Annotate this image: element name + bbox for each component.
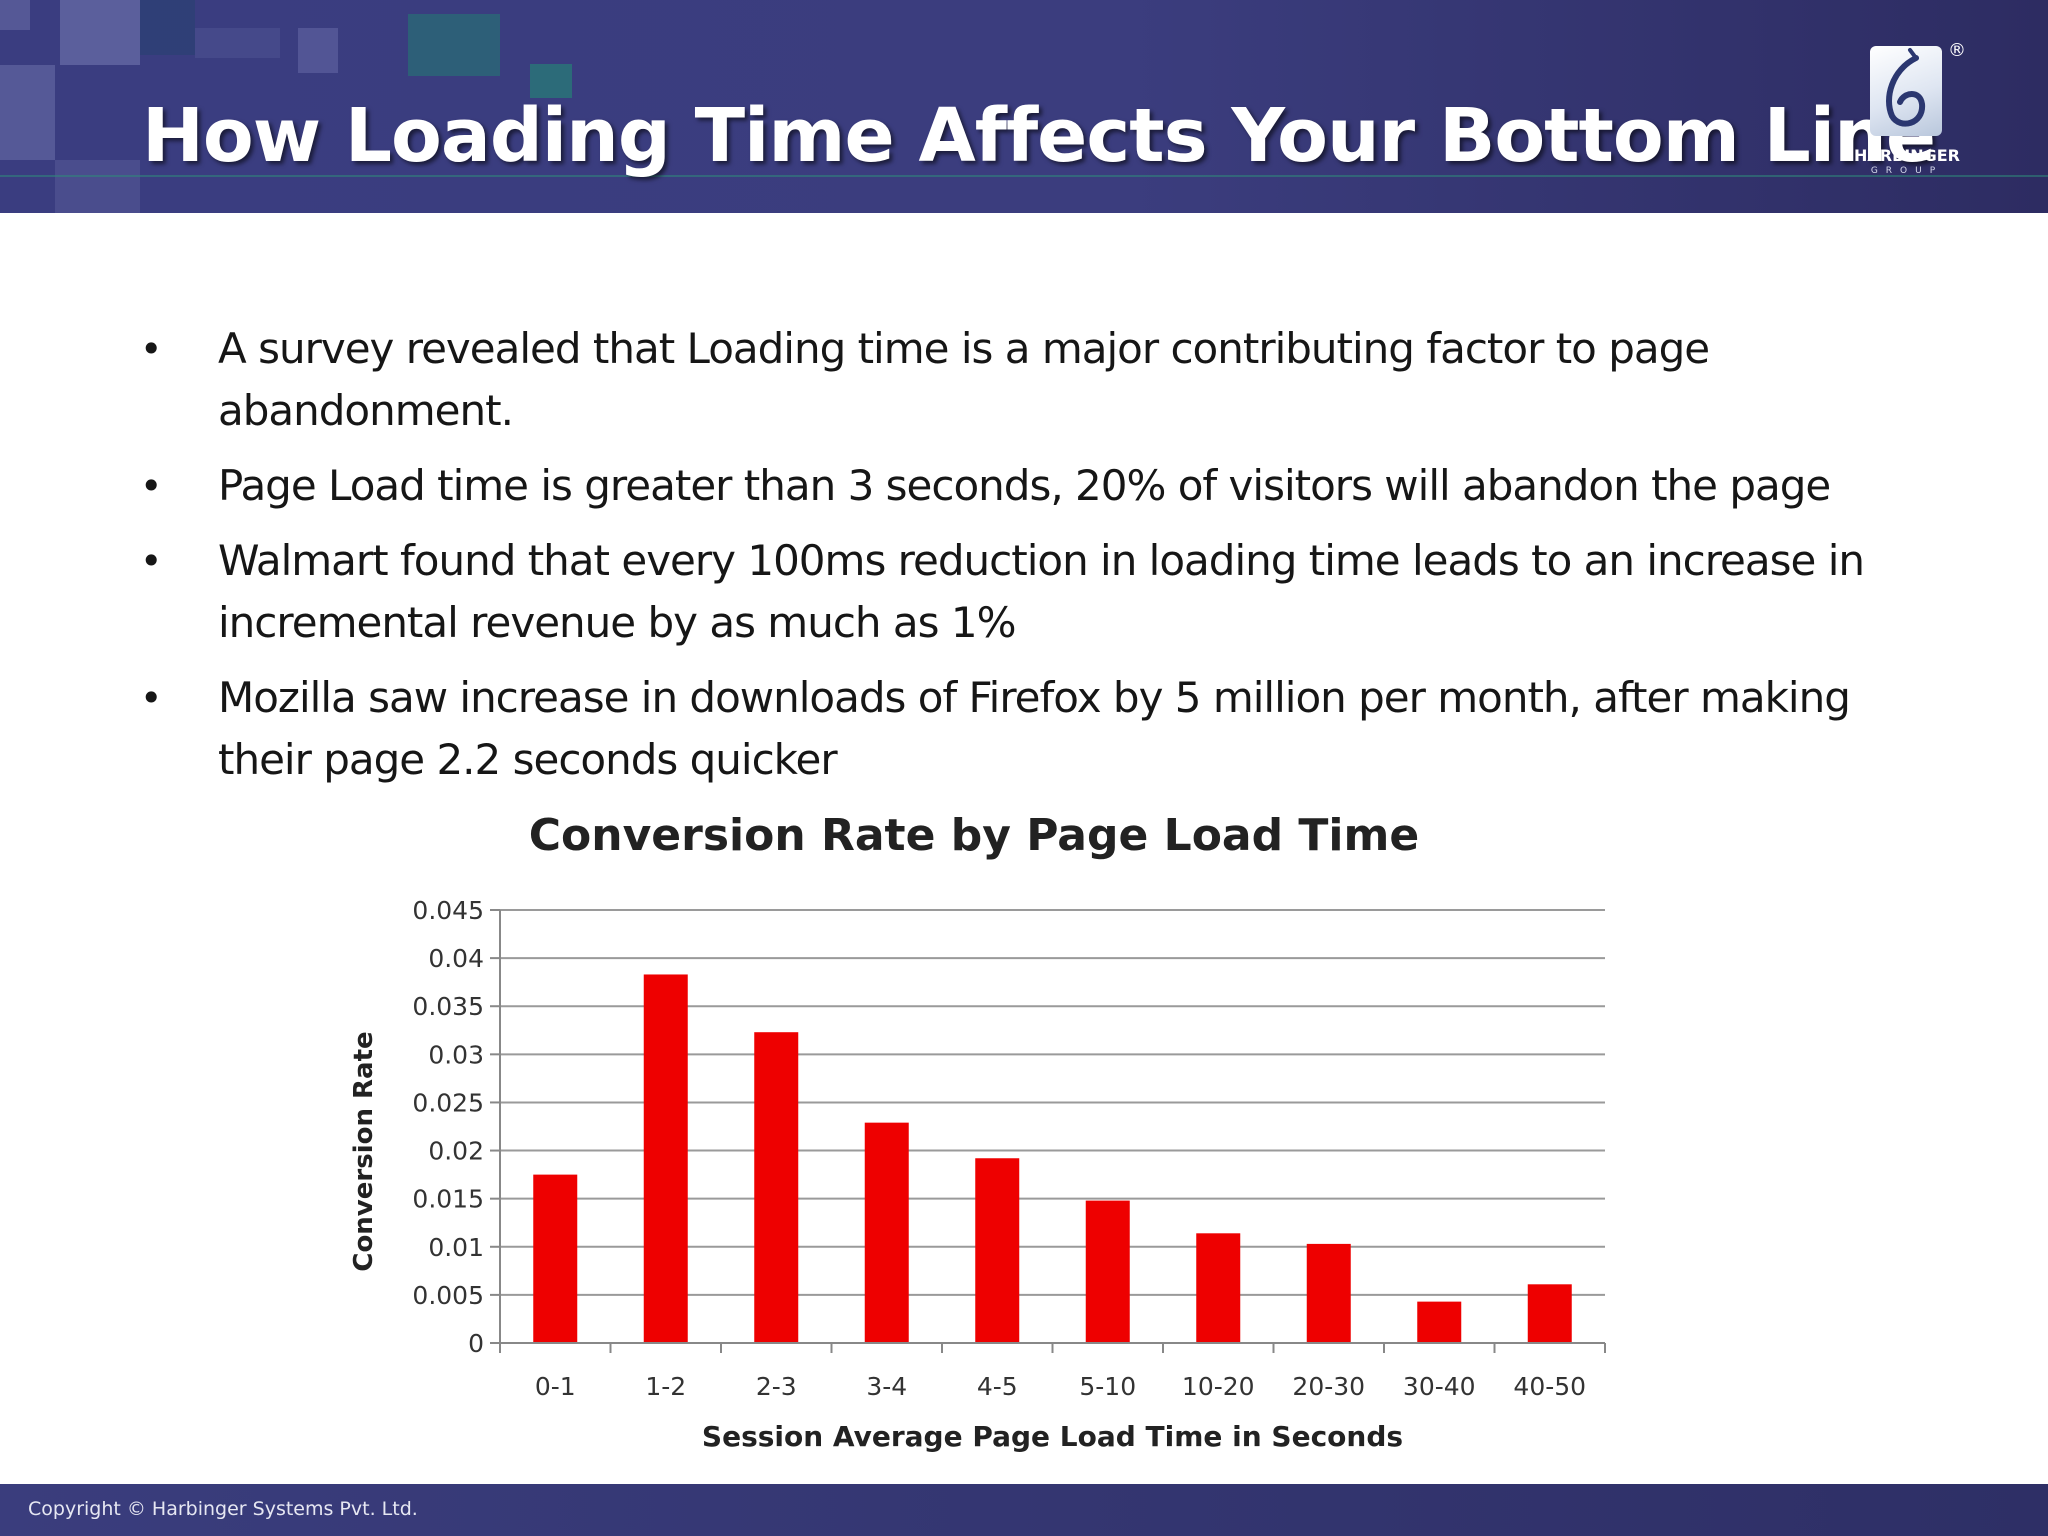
header-decor-tile (0, 65, 55, 160)
slide-title: How Loading Time Affects Your Bottom Lin… (142, 93, 1936, 179)
header-decor-tile (408, 14, 500, 76)
bar-5-10 (1085, 1200, 1130, 1343)
header-decor-tile (0, 175, 2048, 177)
bullet-item: • A survey revealed that Loading time is… (140, 318, 1880, 442)
x-tick-label: 40-50 (1513, 1372, 1586, 1401)
header-decor-tile (0, 0, 30, 30)
chart-title: Conversion Rate by Page Load Time (529, 810, 1419, 861)
x-tick-label: 5-10 (1079, 1372, 1136, 1401)
x-tick-label: 2-3 (756, 1372, 797, 1401)
bullet-text: Walmart found that every 100ms reduction… (218, 536, 1865, 647)
x-tick-label: 10-20 (1182, 1372, 1255, 1401)
y-axis-tick-labels: 0 0.005 0.01 0.015 0.02 0.025 0.03 0.035 0.04 0.0… (412, 896, 484, 1358)
chart-background (320, 795, 1620, 1470)
y-tick-label: 0 (468, 1329, 484, 1358)
logo-subtitle: GROUP (1870, 166, 1944, 176)
header-decor-tile (195, 28, 280, 58)
header-decor-tile (298, 28, 338, 73)
y-tick-label: 0.045 (412, 896, 484, 925)
y-tick-label: 0.03 (428, 1040, 484, 1069)
y-axis-title: Conversion Rate (349, 1031, 379, 1271)
bar-2-3 (754, 1032, 799, 1343)
bullet-item: • Mozilla saw increase in downloads of F… (140, 667, 1880, 791)
x-tick-label: 1-2 (645, 1372, 686, 1401)
bullet-text: Page Load time is greater than 3 seconds… (218, 461, 1831, 510)
x-axis-title: Session Average Page Load Time in Second… (702, 1420, 1403, 1453)
bar-30-40 (1417, 1301, 1462, 1343)
x-tick-label: 3-4 (866, 1372, 907, 1401)
header-decor-tile (60, 0, 140, 65)
y-tick-label: 0.005 (412, 1281, 484, 1310)
header-decor-tile (55, 160, 140, 213)
bar-40-50 (1527, 1284, 1572, 1343)
bullet-list: • A survey revealed that Loading time is… (140, 318, 1880, 804)
slide-footer: Copyright © Harbinger Systems Pvt. Ltd. (0, 1484, 2048, 1536)
registered-mark: ® (1948, 40, 1966, 61)
copyright-text: Copyright © Harbinger Systems Pvt. Ltd. (28, 1498, 418, 1520)
bar-1-2 (643, 974, 688, 1343)
x-tick-label: 4-5 (977, 1372, 1018, 1401)
x-tick-label: 30-40 (1403, 1372, 1476, 1401)
y-tick-label: 0.015 (412, 1185, 484, 1214)
header-decor-tile (530, 64, 572, 98)
y-tick-label: 0.04 (428, 944, 484, 973)
bar-10-20 (1196, 1233, 1241, 1343)
bullet-text: Mozilla saw increase in downloads of Fir… (218, 673, 1851, 784)
bar-0-1 (533, 1174, 578, 1343)
bullet-item: • Page Load time is greater than 3 secon… (140, 455, 1880, 517)
harbinger-logo: ® HARBINGER GROUP (1852, 40, 1966, 190)
bar-4-5 (975, 1158, 1020, 1343)
slide-header: How Loading Time Affects Your Bottom Lin… (0, 0, 2048, 213)
conversion-rate-chart: Conversion Rate by Page Load Time 0 0.005… (320, 795, 1620, 1470)
y-tick-label: 0.01 (428, 1233, 484, 1262)
bullet-dot-icon: • (140, 464, 162, 508)
x-axis-tick-labels: 0-1 1-2 2-3 3-4 4-5 5-10 10-20 20-30 30-40 40-50 (499, 1343, 1606, 1401)
y-tick-label: 0.025 (412, 1088, 484, 1117)
y-tick-label: 0.02 (428, 1137, 484, 1166)
bullet-text: A survey revealed that Loading time is a… (218, 324, 1710, 435)
chart-bars (533, 974, 1572, 1343)
bar-3-4 (864, 1122, 909, 1343)
bullet-dot-icon: • (140, 539, 162, 583)
x-tick-label: 0-1 (535, 1372, 576, 1401)
logo-name: HARBINGER (1853, 146, 1960, 165)
header-decor-tile (140, 0, 195, 55)
x-tick-label: 20-30 (1292, 1372, 1365, 1401)
bar-20-30 (1306, 1243, 1351, 1343)
bullet-dot-icon: • (140, 327, 162, 371)
bullet-item: • Walmart found that every 100ms reducti… (140, 530, 1880, 654)
bullet-dot-icon: • (140, 676, 162, 720)
logo-mark-icon (1870, 46, 1942, 136)
y-tick-label: 0.035 (412, 992, 484, 1021)
